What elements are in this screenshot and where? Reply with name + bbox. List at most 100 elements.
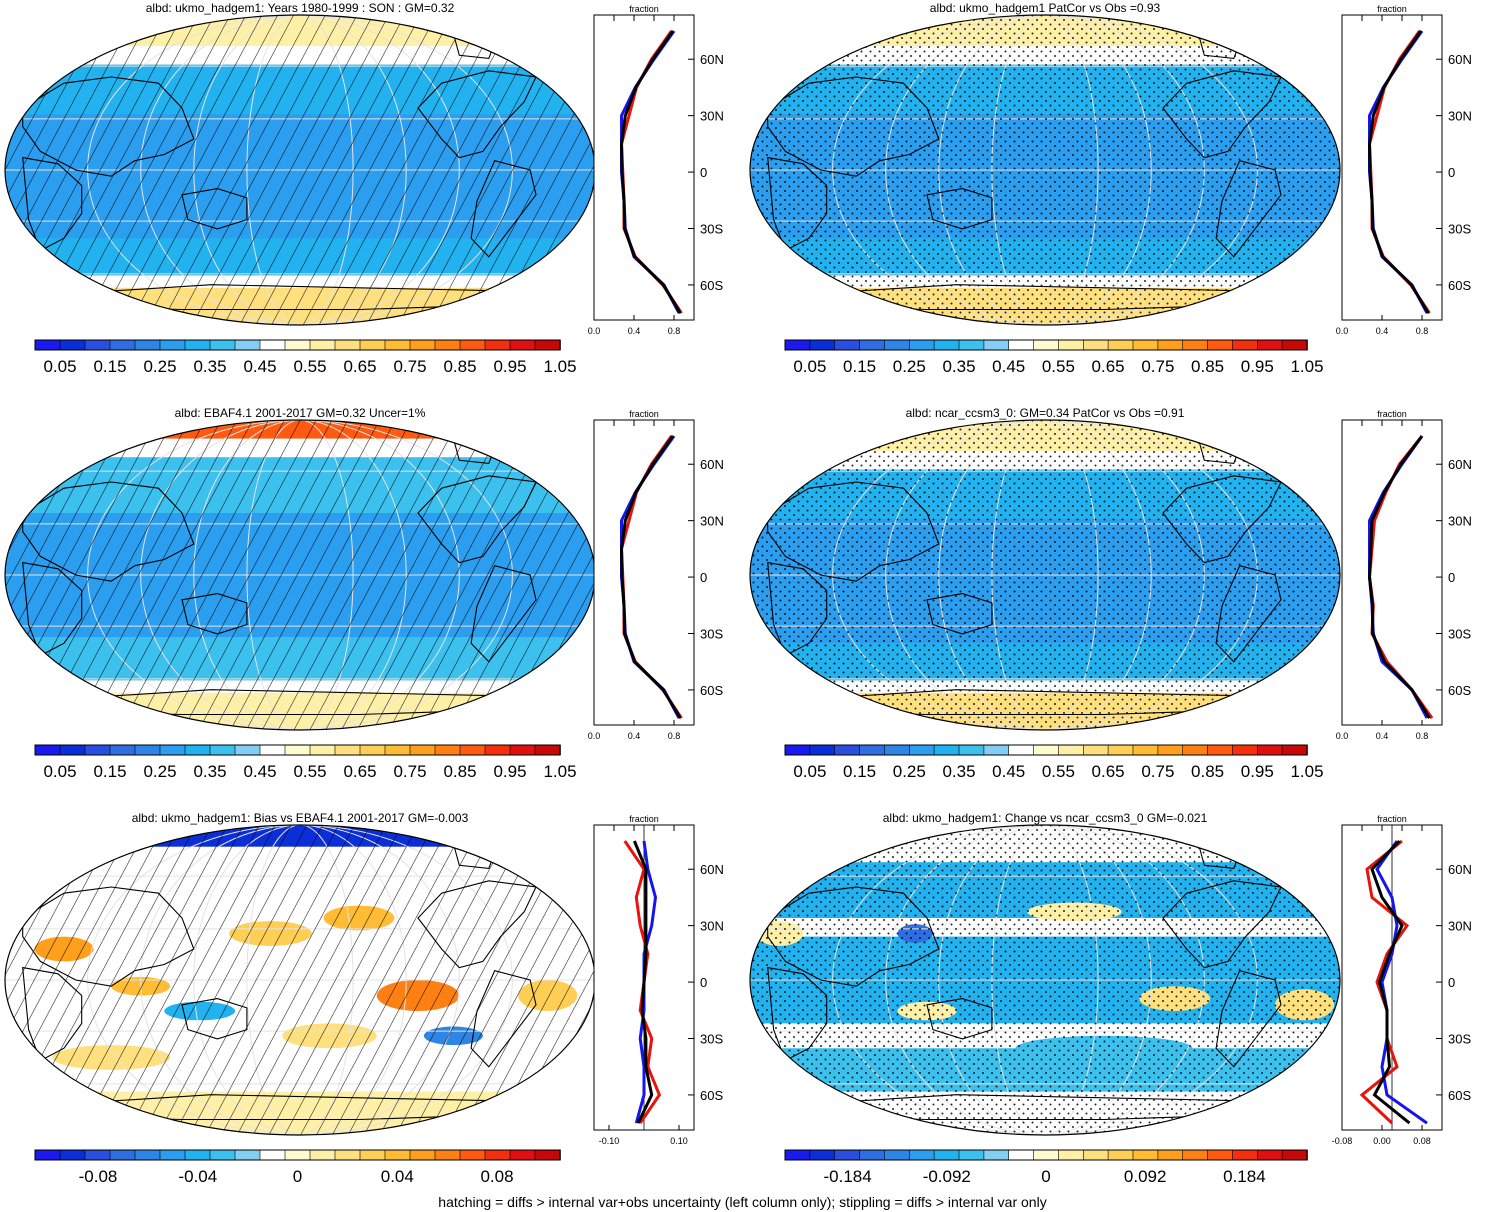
colorbar-label: 0.092: [1124, 1167, 1167, 1186]
profile-xticks: 0.0 0.4 0.8: [588, 315, 681, 336]
map-outline: [749, 419, 1341, 731]
colorbar-label: -0.184: [823, 1167, 871, 1186]
colorbar-label: 0.65: [1092, 357, 1125, 376]
panel-5: albd: ukmo_hadgem1: Bias vs EBAF4.1 2001…: [4, 811, 724, 1186]
colorbar-swatch: [109, 1149, 136, 1161]
panel-3: albd: EBAF4.1 2001-2017 GM=0.32 Uncer=1%…: [4, 406, 724, 781]
latitude-label: 30N: [1448, 919, 1472, 934]
colorbar-labels: 0.05 0.15 0.25 0.35 0.45 0.55 0.65 0.75 0.85 0.95…: [43, 357, 576, 376]
colorbar-swatch: [184, 1149, 211, 1161]
colorbar-label: 0.25: [893, 762, 926, 781]
colorbar-swatch: [384, 339, 411, 351]
map-field: [750, 420, 1340, 730]
colorbar-label: 0.05: [793, 357, 826, 376]
latitude-label: 60S: [1448, 683, 1471, 698]
colorbar-swatch: [1058, 339, 1085, 351]
colorbar-swatch: [334, 744, 361, 756]
colorbar-swatch: [884, 339, 911, 351]
colorbar-swatch: [1107, 1149, 1134, 1161]
colorbar: -0.184 -0.092 0 0.092 0.184: [784, 1149, 1308, 1186]
latitude-label: 60N: [1448, 52, 1472, 67]
colorbar-swatch: [1182, 339, 1209, 351]
panel-title: albd: ukmo_hadgem1: Change vs ncar_ccsm3…: [883, 811, 1208, 825]
colorbar-label: 0.55: [1042, 357, 1075, 376]
profile-xticks: 0.0 0.4 0.8: [1336, 315, 1428, 336]
colorbar-swatch: [859, 339, 886, 351]
colorbar-swatch: [908, 1149, 935, 1161]
latitude-label: 30N: [700, 919, 724, 934]
profile-frame: [593, 14, 695, 321]
colorbar: -0.08 -0.04 0 0.04 0.08: [34, 1149, 561, 1186]
colorbar-swatch: [809, 744, 836, 756]
panel-title: albd: ncar_ccsm3_0: GM=0.34 PatCor vs Ob…: [906, 406, 1185, 420]
colorbar-label: 1.05: [543, 762, 576, 781]
colorbar-label: 0.55: [1042, 762, 1075, 781]
colorbar-swatch: [958, 744, 985, 756]
colorbar-swatch: [34, 1149, 61, 1161]
colorbar-swatch: [983, 744, 1010, 756]
colorbar-label: 1.05: [543, 357, 576, 376]
profile-tick-label: 0.8: [668, 326, 681, 336]
colorbar-swatch: [908, 339, 935, 351]
colorbar-label: -0.08: [79, 1167, 118, 1186]
profile-tick-label: 0.08: [1413, 1136, 1431, 1146]
colorbar-swatch: [284, 1149, 311, 1161]
colorbar-swatch: [933, 744, 960, 756]
colorbar-swatch: [209, 744, 236, 756]
colorbar-label: 0.45: [992, 762, 1025, 781]
profile-tick-label: 0.8: [668, 731, 681, 741]
colorbar-labels: 0.05 0.15 0.25 0.35 0.45 0.55 0.65 0.75 0.85 0.95…: [793, 357, 1323, 376]
colorbar-swatch: [134, 744, 161, 756]
colorbar-frame: [784, 744, 1308, 756]
colorbar-label: 0.05: [793, 762, 826, 781]
zonal-profile: fraction 60N 30N 0 30S 60S 0.0 0.4 0.8: [1336, 409, 1472, 741]
latitude-label: 30N: [1448, 109, 1472, 124]
colorbar-swatch: [359, 744, 386, 756]
colorbar-swatch: [884, 1149, 911, 1161]
map-outline: [749, 14, 1341, 326]
map-outline: [749, 824, 1341, 1136]
colorbar-swatch: [1157, 744, 1184, 756]
colorbar-swatch: [1207, 339, 1234, 351]
latitude-label: 60S: [700, 683, 723, 698]
profile-tick-label: 0.4: [1376, 731, 1389, 741]
colorbar-swatch: [1132, 744, 1159, 756]
colorbar-swatch: [983, 1149, 1010, 1161]
colorbar-label: 0.85: [443, 357, 476, 376]
colorbar-label: 0.75: [393, 762, 426, 781]
colorbar-swatch: [1033, 1149, 1060, 1161]
colorbar-swatch: [1008, 339, 1035, 351]
profile-title: fraction: [629, 409, 659, 419]
colorbar-label: 0.95: [1241, 762, 1274, 781]
profile-xticks: -0.10 0.10: [599, 1125, 688, 1146]
colorbar-labels: -0.184 -0.092 0 0.092 0.184: [823, 1167, 1265, 1186]
profile-tick-label: 0.0: [1336, 326, 1349, 336]
colorbar-swatch: [1281, 339, 1308, 351]
colorbar-swatch: [1058, 744, 1085, 756]
latitude-label: 30S: [700, 1032, 723, 1047]
colorbar-swatch: [409, 1149, 436, 1161]
colorbar-swatch: [1257, 744, 1284, 756]
colorbar-swatch: [1083, 1149, 1110, 1161]
colorbar-swatch: [59, 339, 86, 351]
colorbar-swatch: [933, 1149, 960, 1161]
zonal-profile: fraction 60N 30N 0 30S 60S -0.10 0.10: [593, 814, 724, 1146]
colorbar-swatch: [1232, 744, 1259, 756]
stippling-overlay: [750, 15, 1340, 325]
colorbar: 0.05 0.15 0.25 0.35 0.45 0.55 0.65 0.75 0.85 0.95…: [784, 339, 1324, 376]
profile-title: fraction: [1377, 814, 1407, 824]
colorbar-label: 0.75: [1141, 762, 1174, 781]
colorbar-swatch: [1232, 1149, 1259, 1161]
colorbar-label: 0.08: [480, 1167, 513, 1186]
latitude-label: 60S: [700, 278, 723, 293]
colorbar-swatch: [784, 1149, 811, 1161]
colorbar-swatch: [259, 1149, 286, 1161]
colorbar-swatch: [159, 744, 186, 756]
map-field: [750, 825, 1340, 1135]
latitude-label: 30S: [1448, 1032, 1471, 1047]
series-line-mean: [1370, 839, 1411, 1125]
colorbar-swatch: [784, 744, 811, 756]
zonal-profile: fraction 60N 30N 0 30S 60S 0.0 0.4 0.8: [588, 409, 724, 741]
profile-tick-label: 0.0: [1336, 731, 1349, 741]
panel-6: albd: ukmo_hadgem1: Change vs ncar_ccsm3…: [749, 811, 1472, 1186]
